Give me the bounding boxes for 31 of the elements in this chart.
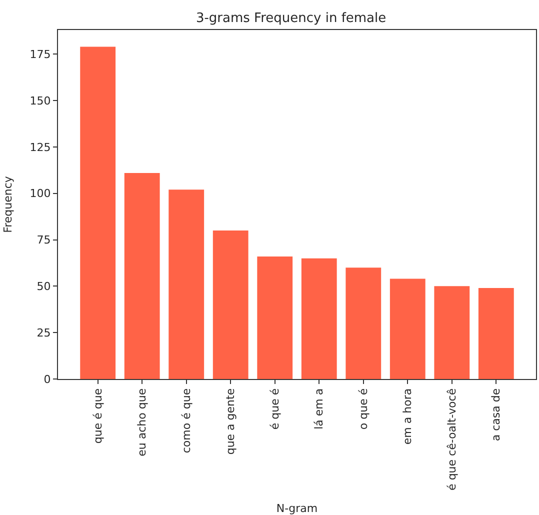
bar: [212, 230, 248, 379]
x-tick-label: que a gente: [224, 388, 238, 455]
bar: [301, 258, 337, 379]
x-tick-label: lá em a: [312, 388, 326, 430]
y-tick-label: 100: [30, 187, 51, 200]
x-tick-label: o que é: [356, 388, 370, 430]
y-tick-label: 125: [30, 140, 51, 154]
x-tick-label: como é que: [180, 388, 193, 454]
bar: [346, 268, 382, 379]
y-tick-label: 25: [36, 326, 51, 340]
y-tick-label: 50: [36, 280, 51, 294]
x-tick-label: é que cê-oalt-você: [445, 388, 458, 490]
bar: [257, 256, 293, 379]
bar: [478, 288, 514, 379]
x-tick-label: que é que: [91, 388, 104, 444]
bar: [124, 172, 160, 379]
y-tick-label: 75: [36, 234, 51, 247]
y-tick-label: 175: [30, 48, 51, 61]
bar: [80, 46, 116, 379]
x-tick-label: a casa de: [490, 388, 503, 442]
y-axis-title: Frequency: [1, 176, 14, 233]
bar: [434, 286, 470, 379]
x-tick-label: eu acho que: [136, 388, 149, 456]
x-tick-label: é que é: [268, 388, 282, 430]
x-axis-title: N-gram: [276, 502, 318, 515]
y-tick-label: 150: [30, 94, 51, 108]
bar: [390, 278, 426, 379]
x-tick-label: em a hora: [401, 388, 414, 445]
y-tick-label: 0: [44, 372, 51, 386]
bar: [168, 190, 204, 379]
chart-title: 3-grams Frequency in female: [196, 10, 386, 26]
